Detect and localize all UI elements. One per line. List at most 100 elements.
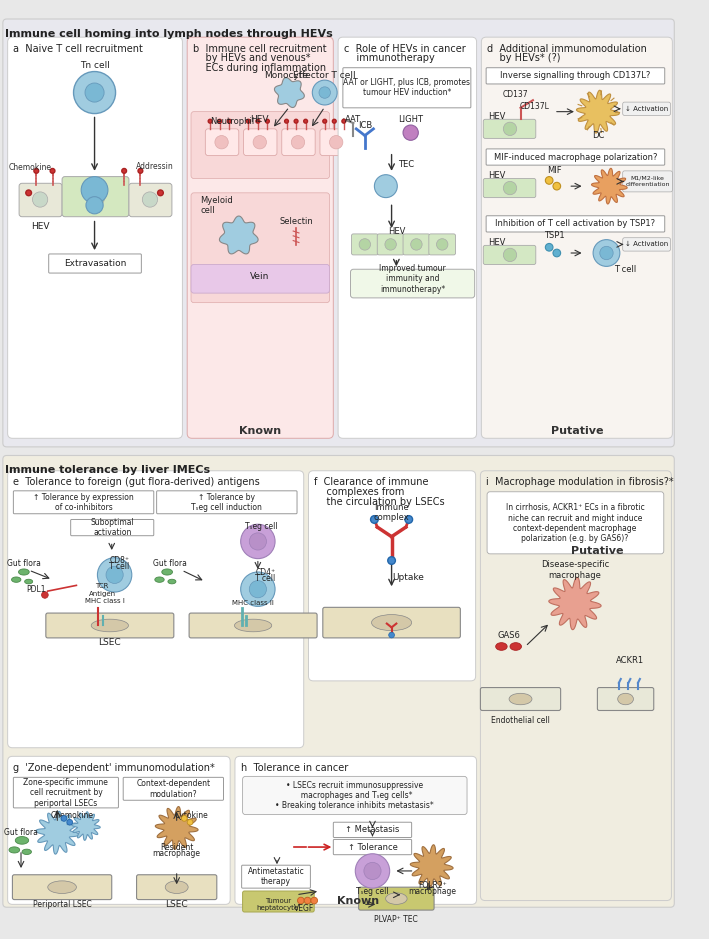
FancyBboxPatch shape	[377, 234, 404, 254]
Circle shape	[388, 557, 396, 564]
Polygon shape	[22, 849, 31, 854]
Text: HEV: HEV	[488, 238, 506, 247]
Circle shape	[600, 246, 613, 260]
Text: HEV: HEV	[250, 115, 269, 124]
Text: HEV: HEV	[488, 171, 506, 180]
Circle shape	[371, 516, 378, 523]
Text: Uptake: Uptake	[392, 573, 424, 582]
FancyBboxPatch shape	[320, 129, 353, 156]
Circle shape	[247, 119, 250, 123]
FancyBboxPatch shape	[3, 19, 674, 447]
Text: Tₛeg cell: Tₛeg cell	[356, 887, 389, 897]
Circle shape	[553, 182, 561, 190]
Polygon shape	[162, 569, 172, 575]
Circle shape	[50, 168, 55, 174]
Circle shape	[374, 175, 397, 197]
FancyBboxPatch shape	[359, 887, 434, 910]
FancyBboxPatch shape	[242, 777, 467, 815]
Circle shape	[143, 192, 157, 208]
FancyBboxPatch shape	[242, 865, 311, 888]
Circle shape	[319, 86, 330, 99]
Polygon shape	[549, 577, 601, 630]
Circle shape	[250, 580, 267, 598]
Text: M1/M2-like
differentiation: M1/M2-like differentiation	[625, 176, 670, 187]
Circle shape	[298, 897, 304, 904]
Text: a  Naive T cell recruitment: a Naive T cell recruitment	[13, 44, 143, 54]
FancyBboxPatch shape	[623, 171, 672, 192]
Text: LSEC: LSEC	[99, 639, 121, 647]
FancyBboxPatch shape	[623, 102, 671, 115]
FancyBboxPatch shape	[49, 254, 141, 273]
Circle shape	[312, 80, 337, 105]
Text: ACKR1: ACKR1	[616, 656, 644, 666]
Text: e  Tolerance to foreign (gut flora-derived) antigens: e Tolerance to foreign (gut flora-derive…	[13, 477, 260, 487]
Text: Improved tumour
immunity and
immunotherapy*: Improved tumour immunity and immunothera…	[379, 264, 446, 294]
Text: CD137L: CD137L	[520, 102, 549, 112]
FancyBboxPatch shape	[244, 129, 277, 156]
FancyBboxPatch shape	[486, 216, 665, 232]
Circle shape	[304, 897, 311, 904]
Text: ↓ Activation: ↓ Activation	[625, 241, 668, 247]
FancyBboxPatch shape	[323, 608, 460, 638]
Text: TCR: TCR	[96, 583, 109, 590]
FancyBboxPatch shape	[62, 177, 129, 217]
Circle shape	[34, 168, 39, 174]
Text: Gut flora: Gut flora	[153, 559, 187, 568]
Circle shape	[218, 119, 222, 123]
FancyBboxPatch shape	[343, 68, 471, 108]
FancyBboxPatch shape	[484, 119, 536, 138]
Circle shape	[437, 239, 448, 250]
FancyBboxPatch shape	[242, 891, 314, 912]
Text: Resident: Resident	[160, 842, 194, 852]
Polygon shape	[411, 845, 453, 887]
FancyBboxPatch shape	[191, 192, 330, 302]
Text: Tumour
heptatocyte: Tumour heptatocyte	[257, 898, 299, 911]
Text: ↑ Tolerance: ↑ Tolerance	[347, 842, 398, 852]
FancyBboxPatch shape	[338, 38, 476, 439]
Ellipse shape	[618, 693, 633, 705]
FancyBboxPatch shape	[481, 687, 561, 711]
Circle shape	[284, 119, 289, 123]
FancyBboxPatch shape	[403, 234, 430, 254]
Text: • LSECs recruit immunosuppressive
  macrophages and Tₛeg cells*
• Breaking toler: • LSECs recruit immunosuppressive macrop…	[275, 780, 434, 810]
FancyBboxPatch shape	[8, 470, 303, 747]
Text: T cell: T cell	[615, 265, 637, 274]
FancyBboxPatch shape	[481, 38, 672, 439]
Text: MIF-induced macrophage polarization?: MIF-induced macrophage polarization?	[493, 152, 657, 162]
Polygon shape	[18, 569, 29, 575]
Text: HEV: HEV	[31, 222, 50, 231]
Text: Myeloid: Myeloid	[201, 196, 233, 205]
FancyBboxPatch shape	[206, 129, 239, 156]
Text: cell: cell	[201, 206, 216, 214]
Text: d  Additional immunomodulation: d Additional immunomodulation	[487, 44, 647, 54]
Text: complexes from: complexes from	[314, 487, 405, 497]
Text: Gut flora: Gut flora	[7, 559, 41, 568]
Text: ↑ Tolerance by
Tₛeg cell induction: ↑ Tolerance by Tₛeg cell induction	[191, 493, 262, 512]
Circle shape	[26, 190, 31, 195]
Polygon shape	[9, 847, 20, 853]
Text: b  Immune cell recruitment: b Immune cell recruitment	[193, 44, 327, 54]
Text: Addressin: Addressin	[136, 162, 174, 171]
Text: ↓ Activation: ↓ Activation	[625, 106, 668, 112]
FancyBboxPatch shape	[484, 178, 536, 197]
Polygon shape	[36, 811, 79, 854]
Text: Known: Known	[337, 897, 379, 906]
Text: HEV: HEV	[388, 226, 405, 236]
Circle shape	[82, 177, 108, 204]
Circle shape	[405, 516, 413, 523]
Text: CD8⁺: CD8⁺	[109, 556, 129, 565]
Ellipse shape	[372, 615, 412, 631]
Circle shape	[265, 119, 269, 123]
Circle shape	[503, 181, 517, 194]
Text: AAT or LIGHT, plus ICB, promotes
tumour HEV induction*: AAT or LIGHT, plus ICB, promotes tumour …	[343, 78, 470, 98]
Text: Disease-specific
macrophage: Disease-specific macrophage	[541, 561, 609, 579]
Text: HEV: HEV	[488, 112, 506, 121]
Text: DC: DC	[592, 131, 604, 140]
Text: immunotherapy: immunotherapy	[344, 54, 435, 64]
Circle shape	[208, 119, 212, 123]
FancyBboxPatch shape	[71, 519, 154, 536]
FancyBboxPatch shape	[484, 245, 536, 265]
Text: Suboptimal
activation: Suboptimal activation	[90, 518, 134, 537]
Text: TEC: TEC	[398, 160, 414, 169]
FancyBboxPatch shape	[46, 613, 174, 638]
